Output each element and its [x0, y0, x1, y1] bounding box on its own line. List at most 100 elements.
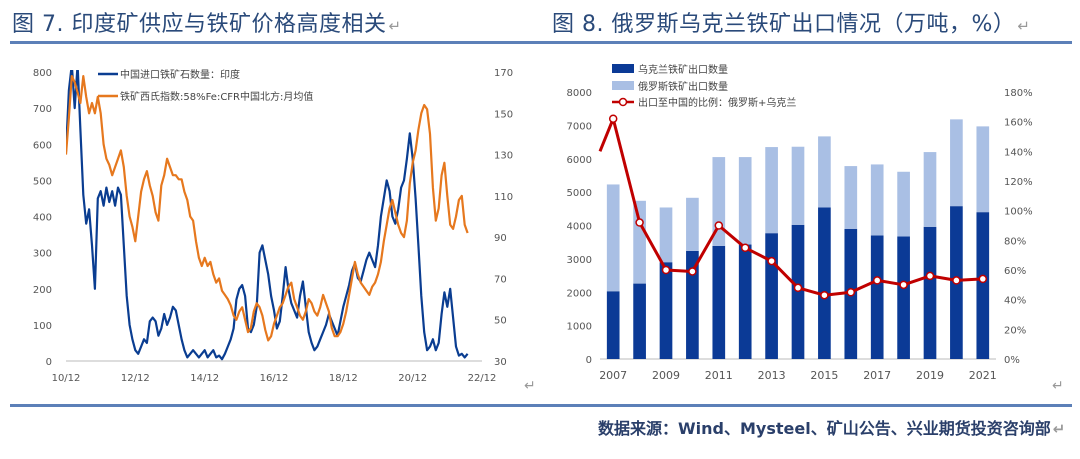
x-tick-label: 2009 [652, 369, 680, 382]
ukraine-export-bar [659, 262, 673, 359]
bottom-divider [10, 404, 1072, 407]
x-tick-label: 22/12 [468, 373, 497, 384]
ukraine-export-bar [712, 245, 726, 359]
x-tick-label: 2017 [863, 369, 891, 382]
y-left-tick-label: 0 [46, 357, 52, 368]
y-right-tick-label: 60% [1004, 266, 1026, 277]
ukraine-export-bar [633, 283, 646, 359]
y-left-tick-label: 0 [586, 355, 592, 366]
y-left-tick-label: 100 [33, 321, 52, 332]
y-right-tick-label: 130 [494, 151, 513, 162]
y-left-tick-label: 2000 [567, 288, 592, 299]
legend-swatch [612, 81, 634, 90]
y-left-tick-label: 8000 [567, 88, 592, 99]
india-supply-chart-svg: 0 100 200 300 400 500 600 700 800 30 50 70 90 110 130 1… [33, 68, 513, 384]
y-right-tick-label: 170 [494, 68, 513, 79]
x-tick-label: 16/12 [260, 373, 289, 384]
chart-right-title: 图 8. 俄罗斯乌克兰铁矿出口情况（万吨，%） ↵ [552, 12, 1031, 37]
china-share-point [952, 276, 961, 285]
data-source-note: 数据来源：Wind、Mysteel、矿山公告、兴业期货投资咨询部 ↵ [598, 419, 1066, 438]
x-tick-label: 2021 [969, 369, 997, 382]
y-left-tick-label: 600 [33, 140, 52, 151]
china-share-point [608, 114, 618, 123]
y-right-tick-label: 100% [1004, 207, 1033, 218]
x-tick-label: 2011 [705, 369, 733, 382]
x-tick-label: 12/12 [121, 373, 150, 384]
y-right-tick-label: 20% [1004, 325, 1026, 336]
india-supply-chart: 0 100 200 300 400 500 600 700 800 30 50 70 90 110 130 1… [12, 48, 534, 388]
ukraine-export-bar [818, 207, 831, 359]
russia-export-bar [606, 184, 620, 292]
russia-export-bar [633, 200, 646, 284]
ukraine-export-bar [897, 236, 910, 359]
russia-export-bar [897, 171, 910, 237]
y-left-tick-label: 500 [33, 176, 52, 187]
y-left-tick-label: 1000 [567, 322, 592, 333]
russia-export-bar [686, 197, 699, 251]
paragraph-mark: ↵ [1052, 378, 1064, 394]
ukraine-export-bar [686, 250, 699, 359]
y-left-tick-label: 5000 [567, 188, 592, 199]
china-share-point [820, 290, 829, 300]
legend-label: 乌克兰铁矿出口数量 [638, 63, 728, 76]
y-right-tick-label: 80% [1004, 236, 1026, 247]
y-right-tick-label: 160% [1004, 118, 1033, 129]
china-share-point [767, 256, 776, 266]
y-left-tick-label: 200 [33, 285, 52, 296]
india-imports-line [66, 70, 469, 361]
y-left-tick-label: 400 [33, 213, 52, 224]
legend-swatch [612, 64, 634, 73]
china-share-point [872, 276, 882, 285]
chart-left-title: 图 7. 印度矿供应与铁矿价格高度相关 ↵ [12, 12, 402, 37]
china-share-point [688, 267, 697, 276]
x-tick-label: 2015 [810, 369, 838, 382]
x-tick-label: 2007 [599, 369, 627, 382]
china-share-point [740, 243, 750, 252]
russia-export-bar [950, 119, 963, 207]
x-tick-label: 2013 [758, 369, 786, 382]
russia-export-bar [923, 152, 937, 227]
russia-ukraine-export-chart: 0 1000 2000 3000 4000 5000 6000 7000 8000 0% 20% 40… [552, 48, 1072, 388]
china-share-point [978, 274, 988, 284]
y-left-tick-label: 300 [33, 249, 52, 260]
legend-marker [618, 97, 628, 107]
russia-export-bar [818, 136, 831, 208]
y-right-tick-label: 140% [1004, 147, 1033, 158]
china-share-point [846, 288, 856, 297]
china-share-point [714, 221, 724, 230]
x-tick-label: 10/12 [52, 373, 81, 384]
top-divider [10, 41, 1072, 44]
paragraph-mark: ↵ [524, 378, 536, 394]
russia-export-bar [738, 157, 752, 245]
y-right-tick-label: 50 [494, 316, 507, 327]
y-right-tick-label: 180% [1004, 88, 1033, 99]
ukraine-export-bar [923, 226, 937, 359]
y-left-tick-label: 7000 [567, 121, 592, 132]
legend-label: 中国进口铁矿石数量：印度 [120, 68, 240, 81]
ukraine-export-bar [738, 244, 752, 359]
china-share-point [925, 271, 935, 281]
russia-export-bar [791, 146, 805, 225]
y-right-tick-label: 150 [494, 109, 513, 120]
y-right-tick-label: 120% [1004, 177, 1033, 188]
y-right-tick-label: 30 [494, 357, 507, 368]
china-share-point [793, 283, 803, 293]
y-right-tick-label: 0% [1004, 355, 1020, 366]
x-tick-label: 14/12 [190, 373, 219, 384]
legend-label: 铁矿西氏指数:58%Fe:CFR中国北方:月均值 [120, 90, 313, 103]
ukraine-export-bar [606, 291, 620, 359]
russia-export-bar [765, 147, 778, 234]
x-tick-label: 2019 [916, 369, 944, 382]
y-right-tick-label: 40% [1004, 296, 1026, 307]
y-left-tick-label: 3000 [567, 255, 592, 266]
y-left-tick-label: 800 [33, 68, 52, 79]
legend-label: 俄罗斯铁矿出口数量 [638, 80, 728, 93]
y-left-tick-label: 700 [33, 104, 52, 115]
ukraine-export-bar [870, 235, 884, 359]
legend-label: 出口至中国的比例：俄罗斯+乌克兰 [638, 96, 796, 109]
russia-export-bar [659, 207, 673, 263]
y-right-tick-label: 110 [494, 192, 513, 203]
ukraine-export-bar [765, 233, 778, 359]
russia-export-bar [844, 166, 858, 229]
y-left-tick-label: 4000 [567, 222, 592, 233]
